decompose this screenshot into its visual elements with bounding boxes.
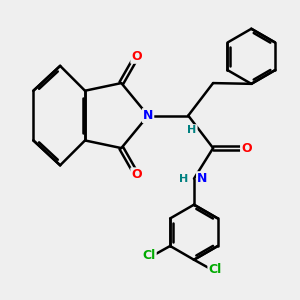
Text: N: N: [197, 172, 207, 185]
Text: H: H: [188, 125, 197, 135]
Text: O: O: [241, 142, 252, 154]
Text: H: H: [179, 174, 188, 184]
Text: O: O: [131, 168, 142, 182]
Text: O: O: [131, 50, 142, 63]
Text: Cl: Cl: [208, 263, 222, 276]
Text: N: N: [143, 109, 153, 122]
Text: Cl: Cl: [142, 249, 156, 262]
